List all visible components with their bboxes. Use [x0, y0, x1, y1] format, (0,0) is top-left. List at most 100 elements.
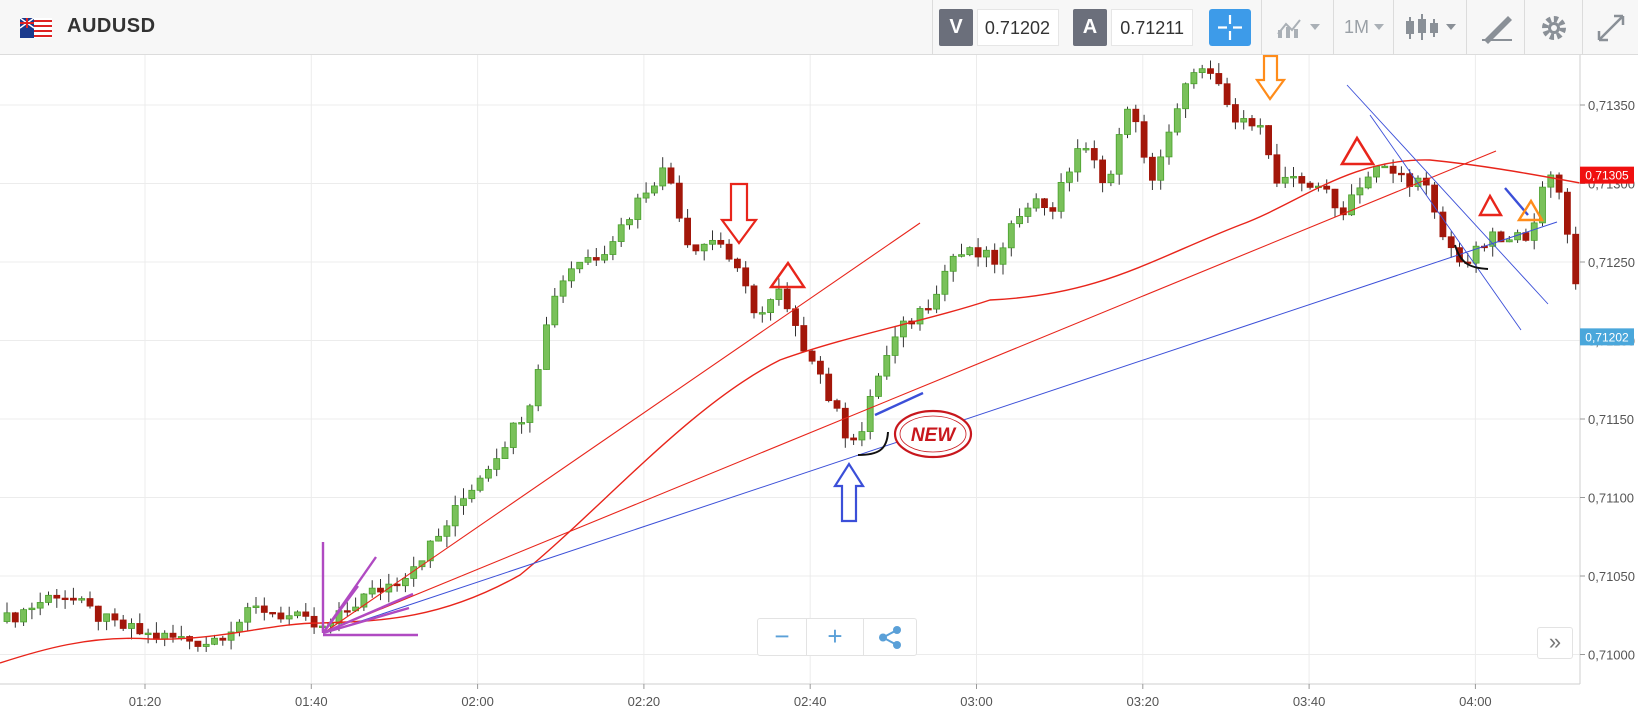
candle-bullish	[493, 458, 501, 470]
channel-line-blue	[1346, 84, 1549, 305]
buy-price-box[interactable]: A 0.71211	[1065, 0, 1200, 55]
buy-badge[interactable]: A	[1073, 9, 1107, 46]
annotation-curve-black	[1454, 244, 1489, 270]
candle-bearish	[750, 285, 758, 314]
candle-bullish	[651, 185, 658, 194]
candle-bullish	[1489, 231, 1497, 247]
new-badge-label: NEW	[911, 425, 957, 446]
zoom-in-button[interactable]: +	[807, 619, 864, 655]
candle-bullish	[1007, 223, 1015, 249]
candle-bearish	[734, 258, 741, 269]
candle-bullish	[235, 621, 243, 633]
scroll-right-button[interactable]: »	[1537, 627, 1573, 659]
candle-bearish	[1049, 207, 1057, 212]
candle-bullish	[526, 405, 534, 423]
new-badge: NEW	[893, 409, 973, 459]
candle-bearish	[219, 637, 227, 641]
candle-bearish	[269, 612, 277, 615]
candle-bearish	[1497, 231, 1505, 243]
candle-bullish	[1165, 131, 1173, 158]
candle-bullish	[202, 643, 210, 647]
crosshair-button[interactable]	[1209, 9, 1251, 46]
candle-bearish	[1223, 83, 1231, 105]
candle-bearish	[1555, 174, 1563, 193]
moving-average-line	[0, 159, 1581, 664]
candle-bullish	[1082, 148, 1090, 151]
share-button[interactable]	[864, 619, 916, 655]
x-tick-label: 03:20	[1127, 694, 1160, 709]
zoom-out-button[interactable]: −	[758, 619, 807, 655]
candle-bullish	[1240, 118, 1248, 123]
price-chart[interactable]: NEW 0,713500,713000,712500,712000,711500…	[0, 55, 1638, 728]
candle-bullish	[484, 468, 492, 479]
candle-bearish	[152, 632, 160, 640]
candle-bearish	[377, 587, 384, 593]
candle-bullish	[609, 241, 617, 255]
chart-grid	[0, 55, 1580, 684]
drawing-tools-button[interactable]	[1466, 0, 1524, 55]
candle-bearish	[1439, 211, 1447, 238]
current-price-label: 0,71202	[1585, 330, 1629, 344]
candle-bullish	[601, 254, 608, 261]
x-tick-label: 02:20	[628, 694, 661, 709]
candle-bullish	[451, 505, 459, 527]
candle-bullish	[1505, 239, 1513, 243]
candle-bullish	[460, 498, 467, 506]
candle-bearish	[675, 182, 683, 219]
candle-bullish	[1124, 108, 1131, 135]
sell-price[interactable]: 0.71202	[977, 9, 1059, 46]
candle-bearish	[792, 308, 799, 326]
buy-price[interactable]: 0.71211	[1111, 9, 1193, 46]
trend-line-red	[324, 150, 1497, 633]
candle-bearish	[1041, 198, 1048, 209]
y-tick-label: 0,71250	[1588, 255, 1635, 270]
annotation-stroke-blue	[874, 391, 924, 417]
candle-bearish	[94, 605, 102, 622]
timeframe-dropdown[interactable]: 1M	[1333, 0, 1393, 55]
candle-bullish	[568, 268, 575, 282]
candle-bearish	[1389, 165, 1397, 174]
settings-button[interactable]	[1524, 0, 1582, 55]
candle-bearish	[1306, 182, 1314, 188]
candle-bearish	[974, 247, 982, 258]
candle-bullish	[559, 280, 567, 297]
candle-bearish	[53, 594, 61, 599]
candle-bullish	[1074, 148, 1082, 173]
candle-bullish	[3, 612, 11, 622]
time-axis: 01:20 01:40 02:00 02:20 02:40 03:00 03:20 03:40…	[0, 683, 1580, 709]
candle-bullish	[1364, 176, 1372, 189]
candle-bearish	[841, 407, 849, 439]
candle-style-button[interactable]	[1393, 0, 1466, 55]
candle-bearish	[742, 267, 750, 287]
candle-bearish	[260, 605, 268, 613]
fullscreen-button[interactable]	[1582, 0, 1638, 55]
candle-bullish	[36, 602, 44, 609]
crosshair-icon	[1218, 15, 1242, 40]
fullscreen-icon	[1597, 14, 1625, 42]
current-price-tag: 0,71202	[1580, 328, 1634, 346]
candle-bearish	[808, 350, 816, 362]
candle-bullish	[1373, 165, 1380, 178]
candle-bullish	[1290, 176, 1297, 179]
candle-bullish	[1032, 198, 1040, 209]
y-tick-label: 0,71150	[1588, 412, 1634, 427]
candle-bearish	[692, 244, 700, 252]
symbol-title: AUDUSD	[67, 15, 156, 37]
candle-bullish	[1107, 173, 1115, 184]
candle-bullish	[509, 422, 517, 448]
candle-bullish	[144, 632, 152, 636]
candle-bullish	[211, 637, 218, 645]
sell-price-box[interactable]: V 0.71202	[932, 0, 1065, 55]
candle-bullish	[1115, 134, 1123, 175]
chart-type-button[interactable]	[1261, 0, 1333, 55]
chart-toolbar: AUDUSD V 0.71202 A 0.71211 1M	[0, 0, 1638, 55]
sell-badge[interactable]: V	[939, 9, 973, 46]
candle-bullish	[128, 623, 135, 629]
candle-bullish	[966, 247, 974, 256]
candle-bullish	[1066, 171, 1073, 183]
triangle-icon	[1516, 198, 1545, 222]
candle-bullish	[294, 611, 301, 617]
y-tick-label: 0,71000	[1588, 648, 1635, 663]
channel-line-blue	[1369, 114, 1522, 331]
candle-bearish	[717, 239, 725, 245]
